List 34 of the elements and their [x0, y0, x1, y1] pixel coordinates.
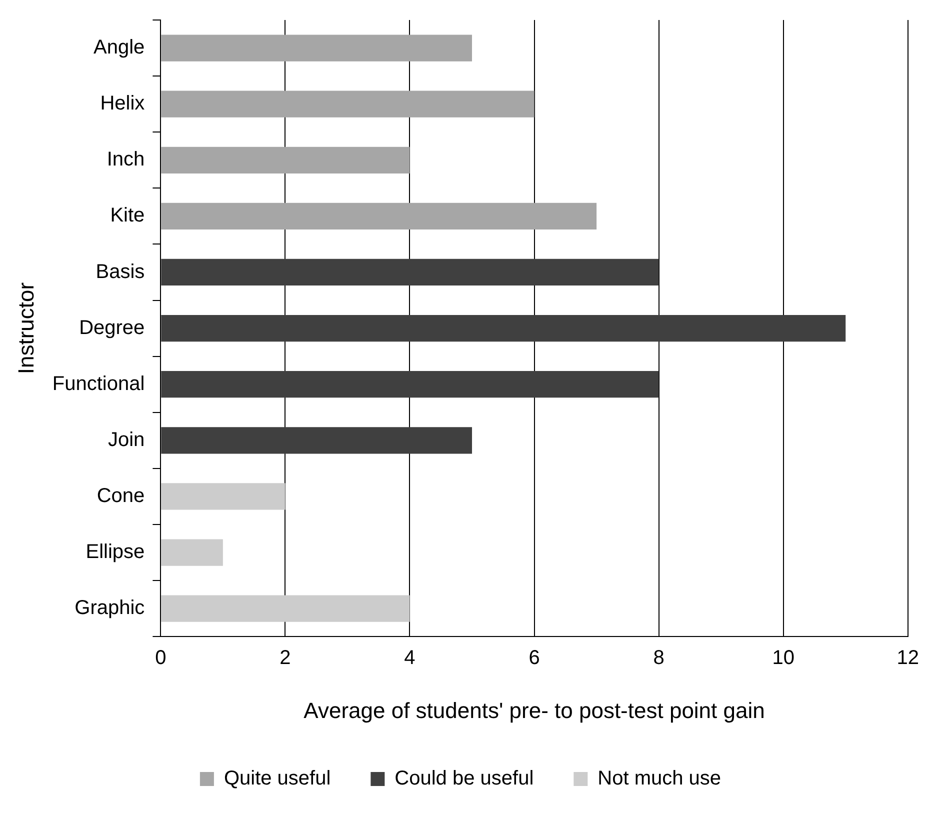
y-tick-label: Inch: [106, 148, 145, 171]
x-axis-title: Average of students' pre- to post-test point gain: [304, 698, 765, 723]
bar: [161, 314, 846, 342]
bar: [161, 90, 534, 118]
legend-label: Quite useful: [224, 768, 331, 790]
y-axis-title: Instructor: [13, 282, 38, 374]
y-tick-label: Angle: [94, 36, 145, 59]
y-tick-label: Cone: [96, 484, 145, 507]
y-tick-label: Helix: [100, 92, 145, 115]
y-tick-label: Functional: [52, 372, 145, 395]
bar: [161, 427, 472, 454]
x-tick-label: 10: [772, 647, 794, 670]
bar: [161, 371, 659, 398]
x-tick-label: 8: [653, 647, 664, 670]
y-tick-label: Kite: [110, 204, 145, 227]
y-tick-label: Degree: [79, 316, 145, 339]
bar: [161, 34, 472, 62]
y-tick-label: Basis: [96, 260, 145, 283]
x-tick-label: 6: [528, 647, 540, 670]
bar: [161, 202, 597, 230]
bar: [161, 483, 286, 510]
y-tick-label: Graphic: [74, 597, 145, 620]
bar: [161, 539, 223, 566]
y-tick-label: Join: [108, 428, 145, 451]
bar: [161, 595, 410, 622]
bar: [161, 258, 659, 286]
y-tick-label: Ellipse: [86, 541, 145, 564]
x-tick-label: 4: [404, 647, 416, 670]
bar: [161, 146, 410, 174]
x-tick-label: 12: [896, 647, 919, 670]
legend-label: Not much use: [598, 768, 722, 790]
x-tick-label: 2: [280, 647, 291, 670]
x-tick-label: 0: [155, 647, 166, 670]
legend-label: Could be useful: [394, 768, 534, 790]
